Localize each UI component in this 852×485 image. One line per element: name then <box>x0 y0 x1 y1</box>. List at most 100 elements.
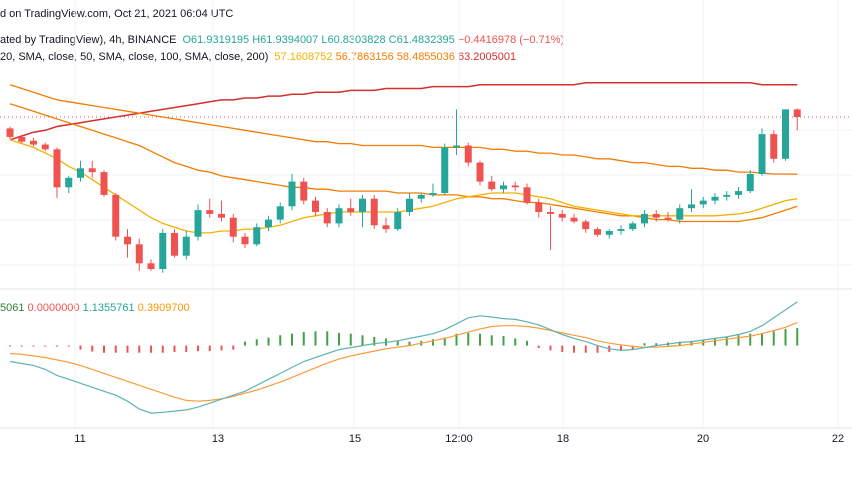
candle <box>547 206 554 250</box>
candle-body <box>758 134 766 174</box>
symbol-info: ated by TradingView), 4h, BINANCE <box>0 34 177 46</box>
candle <box>88 160 96 178</box>
candle <box>500 181 507 193</box>
ma-params: 20, SMA, close, 50, SMA, close, 100, SMA… <box>0 51 269 63</box>
candle <box>476 160 484 186</box>
signal-line <box>9 322 798 402</box>
candle-body <box>558 213 566 218</box>
candle <box>629 221 637 231</box>
x-tick-label: 11 <box>74 433 85 445</box>
candle <box>641 210 648 228</box>
candle-body <box>735 191 742 195</box>
candle <box>171 229 178 258</box>
candle <box>605 229 613 239</box>
macd-line <box>9 301 798 414</box>
candle <box>77 160 84 182</box>
candle-body <box>676 208 684 220</box>
macd-hist-bar <box>432 339 434 346</box>
candle <box>18 135 26 144</box>
candle <box>664 212 672 222</box>
candle <box>746 170 754 193</box>
candle-body <box>147 263 155 269</box>
candle-body <box>699 200 707 205</box>
candle-body <box>265 219 272 228</box>
x-tick-label: 12:00 <box>445 433 473 445</box>
macd-hist-bar <box>103 345 105 353</box>
macd-hist-bar <box>185 345 188 352</box>
candle <box>112 193 120 241</box>
candle-body <box>347 208 355 212</box>
candle-body <box>100 172 108 195</box>
candle-body <box>523 187 531 203</box>
candle-body <box>500 185 507 190</box>
candle-body <box>335 208 343 224</box>
candle-body <box>582 221 590 230</box>
candle-body <box>88 168 96 173</box>
candle <box>758 128 766 176</box>
candle-body <box>770 134 778 159</box>
macd-hist-bar <box>114 345 117 353</box>
candle-body <box>629 223 637 230</box>
candle-body <box>664 217 672 220</box>
candle <box>652 210 660 222</box>
candle <box>218 200 225 222</box>
candle <box>699 196 707 209</box>
macd-hist-bar <box>514 338 517 346</box>
macd-hist-bar <box>20 345 23 347</box>
macd-hist-bar <box>161 345 164 353</box>
macd-hist-bar <box>678 341 681 346</box>
macd-hist-bar <box>220 345 223 351</box>
candle-body <box>194 210 202 237</box>
macd-hist-bar <box>749 333 752 346</box>
candle <box>406 193 413 216</box>
x-tick-label: 20 <box>697 433 709 445</box>
macd-hist-bar <box>326 331 329 346</box>
candle-body <box>124 236 131 245</box>
x-tick-label: 15 <box>349 433 361 445</box>
chart-grid <box>0 0 852 429</box>
candle <box>206 198 214 218</box>
candle-body <box>453 145 460 148</box>
published-info: d on TradingView.com, Oct 21, 2021 06:04… <box>0 8 234 20</box>
close-value: C61.4832395 <box>388 34 455 46</box>
macd-hist-bar <box>737 335 740 346</box>
macd-zero-value: 0.0000000 <box>27 302 80 314</box>
macd-hist-bar <box>302 332 305 346</box>
candle-body <box>605 231 613 235</box>
macd-hist-bar <box>232 345 235 350</box>
candle <box>241 232 249 249</box>
candle <box>194 204 202 241</box>
candle <box>394 208 402 231</box>
candle-body <box>159 232 167 269</box>
macd-hist-bar <box>690 340 693 346</box>
candle <box>276 202 284 224</box>
macd-hist-bar <box>255 339 258 346</box>
candle <box>617 225 625 235</box>
candle-body <box>218 213 225 218</box>
macd-hist-bar <box>244 341 246 346</box>
candle <box>159 229 167 273</box>
macd-hist-bar <box>596 345 599 353</box>
macd-hist-bar <box>655 343 658 346</box>
macd-hist-bar <box>150 345 152 353</box>
macd-hist-bar <box>443 337 446 346</box>
candle-body <box>746 174 754 192</box>
macd-hist-bar <box>67 345 70 347</box>
change-value: −0.4416978 (−0.71%) <box>457 34 565 46</box>
candle-body <box>41 144 49 150</box>
candle-body <box>229 217 237 237</box>
candle <box>441 143 449 195</box>
candle <box>429 183 437 197</box>
low-value: L60.8303828 <box>321 34 386 46</box>
candle-body <box>547 212 554 214</box>
time-axis: 11 13 15 12:00 18 20 22 <box>74 433 844 445</box>
macd-hist-bar <box>44 345 47 347</box>
candle <box>676 204 684 224</box>
macd-hist-bar <box>479 333 481 346</box>
ma100-value: 58.4855036 <box>396 51 455 63</box>
candle-body <box>570 217 578 222</box>
candle <box>265 215 272 231</box>
candle-body <box>429 193 437 195</box>
candle <box>782 109 789 161</box>
